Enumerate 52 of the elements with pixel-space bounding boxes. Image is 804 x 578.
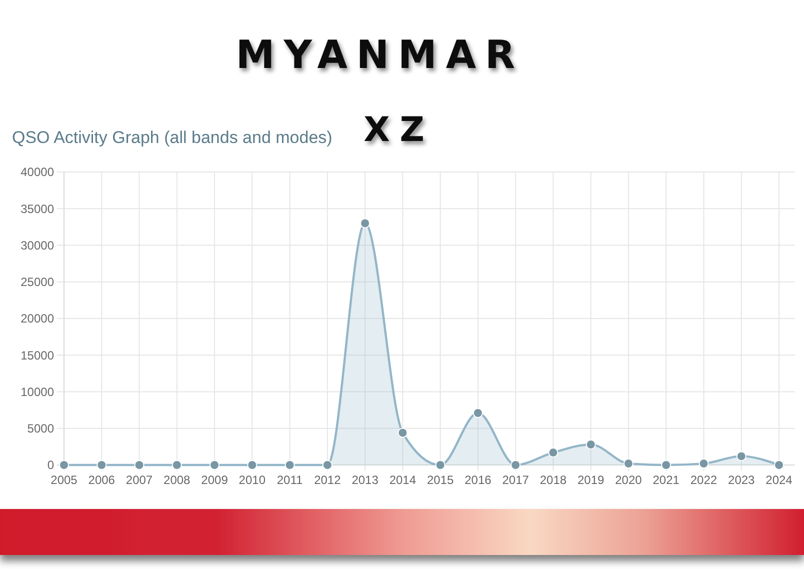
y-tick-label: 40000 [20, 165, 54, 180]
x-tick-label: 2016 [464, 473, 492, 487]
y-tick-label: 15000 [20, 348, 54, 362]
point [548, 448, 558, 458]
x-tick-label: 2011 [276, 473, 304, 487]
x-tick-label: 2012 [314, 473, 342, 487]
x-tick-label: 2020 [615, 473, 642, 487]
x-tick-label: 2005 [50, 473, 78, 487]
y-tick-label: 20000 [20, 312, 54, 326]
point [661, 460, 672, 470]
point [472, 408, 483, 418]
x-tick-label: 2022 [690, 473, 718, 487]
x-tick-label: 2021 [652, 473, 680, 487]
x-tick-label: 2013 [352, 473, 379, 487]
x-tick-label: 2015 [426, 473, 454, 487]
text: XZ [364, 110, 434, 150]
x-tick-label: 2006 [88, 473, 116, 487]
y-tick-label: 25000 [20, 275, 54, 290]
point [172, 460, 182, 470]
point [322, 460, 332, 470]
point [360, 218, 370, 228]
y-tick-label: 10000 [20, 384, 54, 399]
point [435, 460, 446, 470]
x-tick-label: 2018 [540, 473, 567, 487]
text: MYANMAR [236, 33, 524, 78]
point [247, 460, 258, 470]
x-tick-label: 2024 [766, 473, 793, 487]
y-tick-label: 5000 [27, 422, 54, 436]
point [210, 460, 220, 470]
x-tick-label: 2017 [502, 473, 530, 487]
point [736, 451, 746, 462]
x-tick-label: 2008 [164, 473, 191, 487]
point [623, 458, 634, 469]
x-tick-label: 2007 [126, 473, 153, 487]
point [698, 458, 709, 469]
point [58, 460, 70, 470]
x-tick-label: 2014 [389, 473, 416, 487]
point [96, 460, 107, 470]
point [134, 460, 144, 470]
point [586, 439, 596, 450]
point [398, 428, 408, 438]
x-tick-label: 2023 [728, 473, 756, 487]
x-tick-label: 2010 [238, 473, 266, 487]
y-tick-label: 35000 [20, 202, 54, 216]
y-tick-label: 0 [47, 458, 54, 472]
x-tick-label: 2009 [201, 473, 228, 487]
point [774, 460, 784, 470]
point [284, 460, 295, 470]
chart-title: QSO Activity Graph (all bands and modes) [12, 128, 332, 147]
point [510, 460, 521, 470]
x-tick-label: 2019 [577, 473, 605, 487]
y-tick-label: 30000 [20, 238, 54, 252]
